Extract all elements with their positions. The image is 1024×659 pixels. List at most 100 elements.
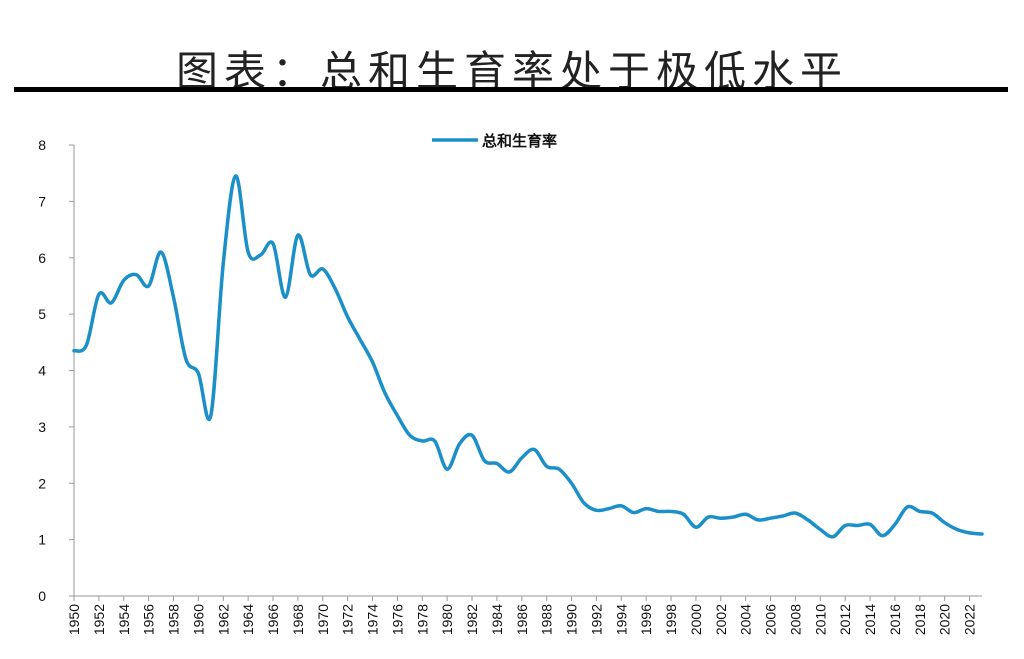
y-tick-label: 8 xyxy=(38,137,46,153)
data-point-1955 xyxy=(134,273,138,277)
x-tick-label: 1986 xyxy=(514,604,530,635)
data-point-1987 xyxy=(532,447,536,451)
x-tick-label: 1970 xyxy=(315,604,331,635)
data-point-2004 xyxy=(744,512,748,516)
x-tick-label: 1968 xyxy=(290,604,306,635)
x-tick-label: 2006 xyxy=(763,604,779,635)
data-point-2010 xyxy=(818,527,822,531)
data-point-1985 xyxy=(507,470,511,474)
x-tick-label: 1988 xyxy=(539,604,555,635)
data-point-1976 xyxy=(395,414,399,418)
data-point-1975 xyxy=(383,391,387,395)
title-underline xyxy=(14,87,1008,92)
x-tick-label: 1950 xyxy=(66,604,82,635)
x-tick-label: 1990 xyxy=(564,604,580,635)
data-point-1960 xyxy=(196,371,200,375)
y-tick-label: 7 xyxy=(38,193,46,209)
data-point-2012 xyxy=(843,524,847,528)
x-tick-label: 1956 xyxy=(141,604,157,635)
data-point-2007 xyxy=(781,514,785,518)
data-point-1989 xyxy=(557,467,561,471)
y-tick-label: 0 xyxy=(38,588,46,604)
x-tick-label: 1984 xyxy=(489,604,505,635)
x-tick-label: 1954 xyxy=(116,604,132,635)
data-point-1973 xyxy=(358,337,362,341)
x-tick-label: 2018 xyxy=(912,604,928,635)
data-point-1952 xyxy=(97,292,101,296)
data-point-2016 xyxy=(893,522,897,526)
data-point-2001 xyxy=(706,515,710,519)
data-point-1988 xyxy=(545,464,549,468)
data-point-1999 xyxy=(681,512,685,516)
x-tick-label: 1992 xyxy=(588,604,604,635)
legend-label: 总和生育率 xyxy=(482,132,557,150)
data-point-1956 xyxy=(147,284,151,288)
data-point-1974 xyxy=(371,360,375,364)
data-point-1962 xyxy=(221,261,225,265)
y-axis: 0 1 2 3 4 5 6 7 8 xyxy=(38,137,75,604)
data-point-2020 xyxy=(943,521,947,525)
data-point-2000 xyxy=(694,525,698,529)
data-point-1982 xyxy=(470,433,474,437)
data-point-2021 xyxy=(955,527,959,531)
data-point-1980 xyxy=(445,467,449,471)
data-point-1995 xyxy=(632,511,636,515)
y-tick-label: 5 xyxy=(38,306,46,322)
series-layer xyxy=(72,174,984,539)
data-point-1957 xyxy=(159,250,163,254)
data-point-1951 xyxy=(84,343,88,347)
data-point-2023 xyxy=(980,532,984,536)
x-tick-label: 1952 xyxy=(91,604,107,635)
data-point-1979 xyxy=(433,439,437,443)
series-line-0 xyxy=(72,174,984,539)
y-tick-label: 6 xyxy=(38,250,46,266)
data-point-2014 xyxy=(868,522,872,526)
x-tick-label: 1966 xyxy=(265,604,281,635)
x-tick-label: 2008 xyxy=(787,604,803,635)
data-point-1990 xyxy=(570,481,574,485)
data-point-1997 xyxy=(657,509,661,513)
x-tick-label: 2010 xyxy=(812,604,828,635)
x-tick-label: 1962 xyxy=(215,604,231,635)
x-tick-label: 2014 xyxy=(862,604,878,635)
y-tick-label: 2 xyxy=(38,475,46,491)
data-point-1963 xyxy=(234,174,238,178)
data-point-1950 xyxy=(72,349,76,353)
data-point-1970 xyxy=(321,267,325,271)
x-tick-label: 1982 xyxy=(464,604,480,635)
data-point-1996 xyxy=(644,507,648,511)
data-point-2005 xyxy=(756,518,760,522)
data-point-2015 xyxy=(880,534,884,538)
data-point-2006 xyxy=(769,516,773,520)
data-point-1977 xyxy=(408,433,412,437)
data-point-2003 xyxy=(731,515,735,519)
data-point-1993 xyxy=(607,507,611,511)
x-tick-label: 2020 xyxy=(937,604,953,635)
x-tick-label: 1980 xyxy=(439,604,455,635)
data-point-2022 xyxy=(968,531,972,535)
x-tick-label: 2004 xyxy=(738,604,754,635)
data-point-1983 xyxy=(482,459,486,463)
data-point-1969 xyxy=(308,273,312,277)
x-tick-label: 2002 xyxy=(713,604,729,635)
x-tick-label: 1994 xyxy=(613,604,629,635)
x-tick-label: 2022 xyxy=(962,604,978,635)
data-point-2009 xyxy=(806,518,810,522)
data-point-1961 xyxy=(209,414,213,418)
data-point-2017 xyxy=(905,505,909,509)
x-tick-label: 1974 xyxy=(365,604,381,635)
x-tick-label: 2000 xyxy=(688,604,704,635)
legend: 总和生育率 xyxy=(432,132,557,150)
data-point-2011 xyxy=(831,535,835,539)
x-axis: 1950 1952 1954 1956 1958 1960 1962 1964 1966 1968… xyxy=(66,595,982,635)
data-point-1992 xyxy=(594,508,598,512)
data-point-1998 xyxy=(669,509,673,513)
data-point-1968 xyxy=(296,233,300,237)
data-point-1958 xyxy=(172,295,176,299)
data-point-1972 xyxy=(346,315,350,319)
y-tick-label: 4 xyxy=(38,363,46,379)
x-tick-label: 1978 xyxy=(414,604,430,635)
data-point-2019 xyxy=(930,511,934,515)
data-point-1959 xyxy=(184,357,188,361)
data-point-1965 xyxy=(259,253,263,257)
